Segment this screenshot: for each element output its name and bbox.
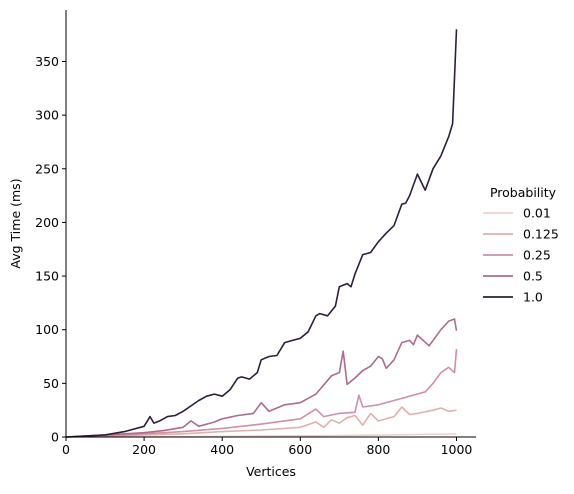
- legend-entry-label: 1.0: [523, 290, 543, 305]
- x-tick-label: 0: [62, 442, 70, 457]
- x-axis-label: Vertices: [246, 464, 296, 479]
- legend-title: Probability: [490, 185, 557, 200]
- y-tick-label: 200: [35, 215, 59, 230]
- series-line-0.25: [65, 348, 458, 438]
- legend-entry-label: 0.01: [523, 206, 551, 221]
- x-tick-label: 1000: [441, 442, 473, 457]
- series-line-0.5: [65, 318, 458, 438]
- x-tick-label: 800: [366, 442, 390, 457]
- legend-entry-label: 0.5: [523, 269, 543, 284]
- y-axis-label: Avg Time (ms): [8, 178, 23, 268]
- y-tick-label: 0: [51, 430, 59, 445]
- x-tick-label: 200: [132, 442, 156, 457]
- y-tick-label: 250: [35, 161, 59, 176]
- series-line-1.0: [65, 29, 458, 438]
- legend-entry-label: 0.25: [523, 248, 551, 263]
- x-tick-label: 400: [210, 442, 234, 457]
- y-tick-label: 300: [35, 108, 59, 123]
- y-tick-label: 150: [35, 269, 59, 284]
- y-tick-label: 350: [35, 54, 59, 69]
- legend: Probability 0.01 0.125 0.25 0.5 1.0: [483, 185, 559, 305]
- y-tick-label: 100: [35, 322, 59, 337]
- legend-entry-label: 0.125: [523, 227, 559, 242]
- plot-area: [65, 29, 458, 438]
- axes: 0 200 400 600 800 1000 0 50 100 150 200 250 300 350: [35, 10, 476, 457]
- series-line-0.125: [65, 406, 457, 438]
- y-tick-label: 50: [43, 376, 59, 391]
- x-tick-label: 600: [288, 442, 312, 457]
